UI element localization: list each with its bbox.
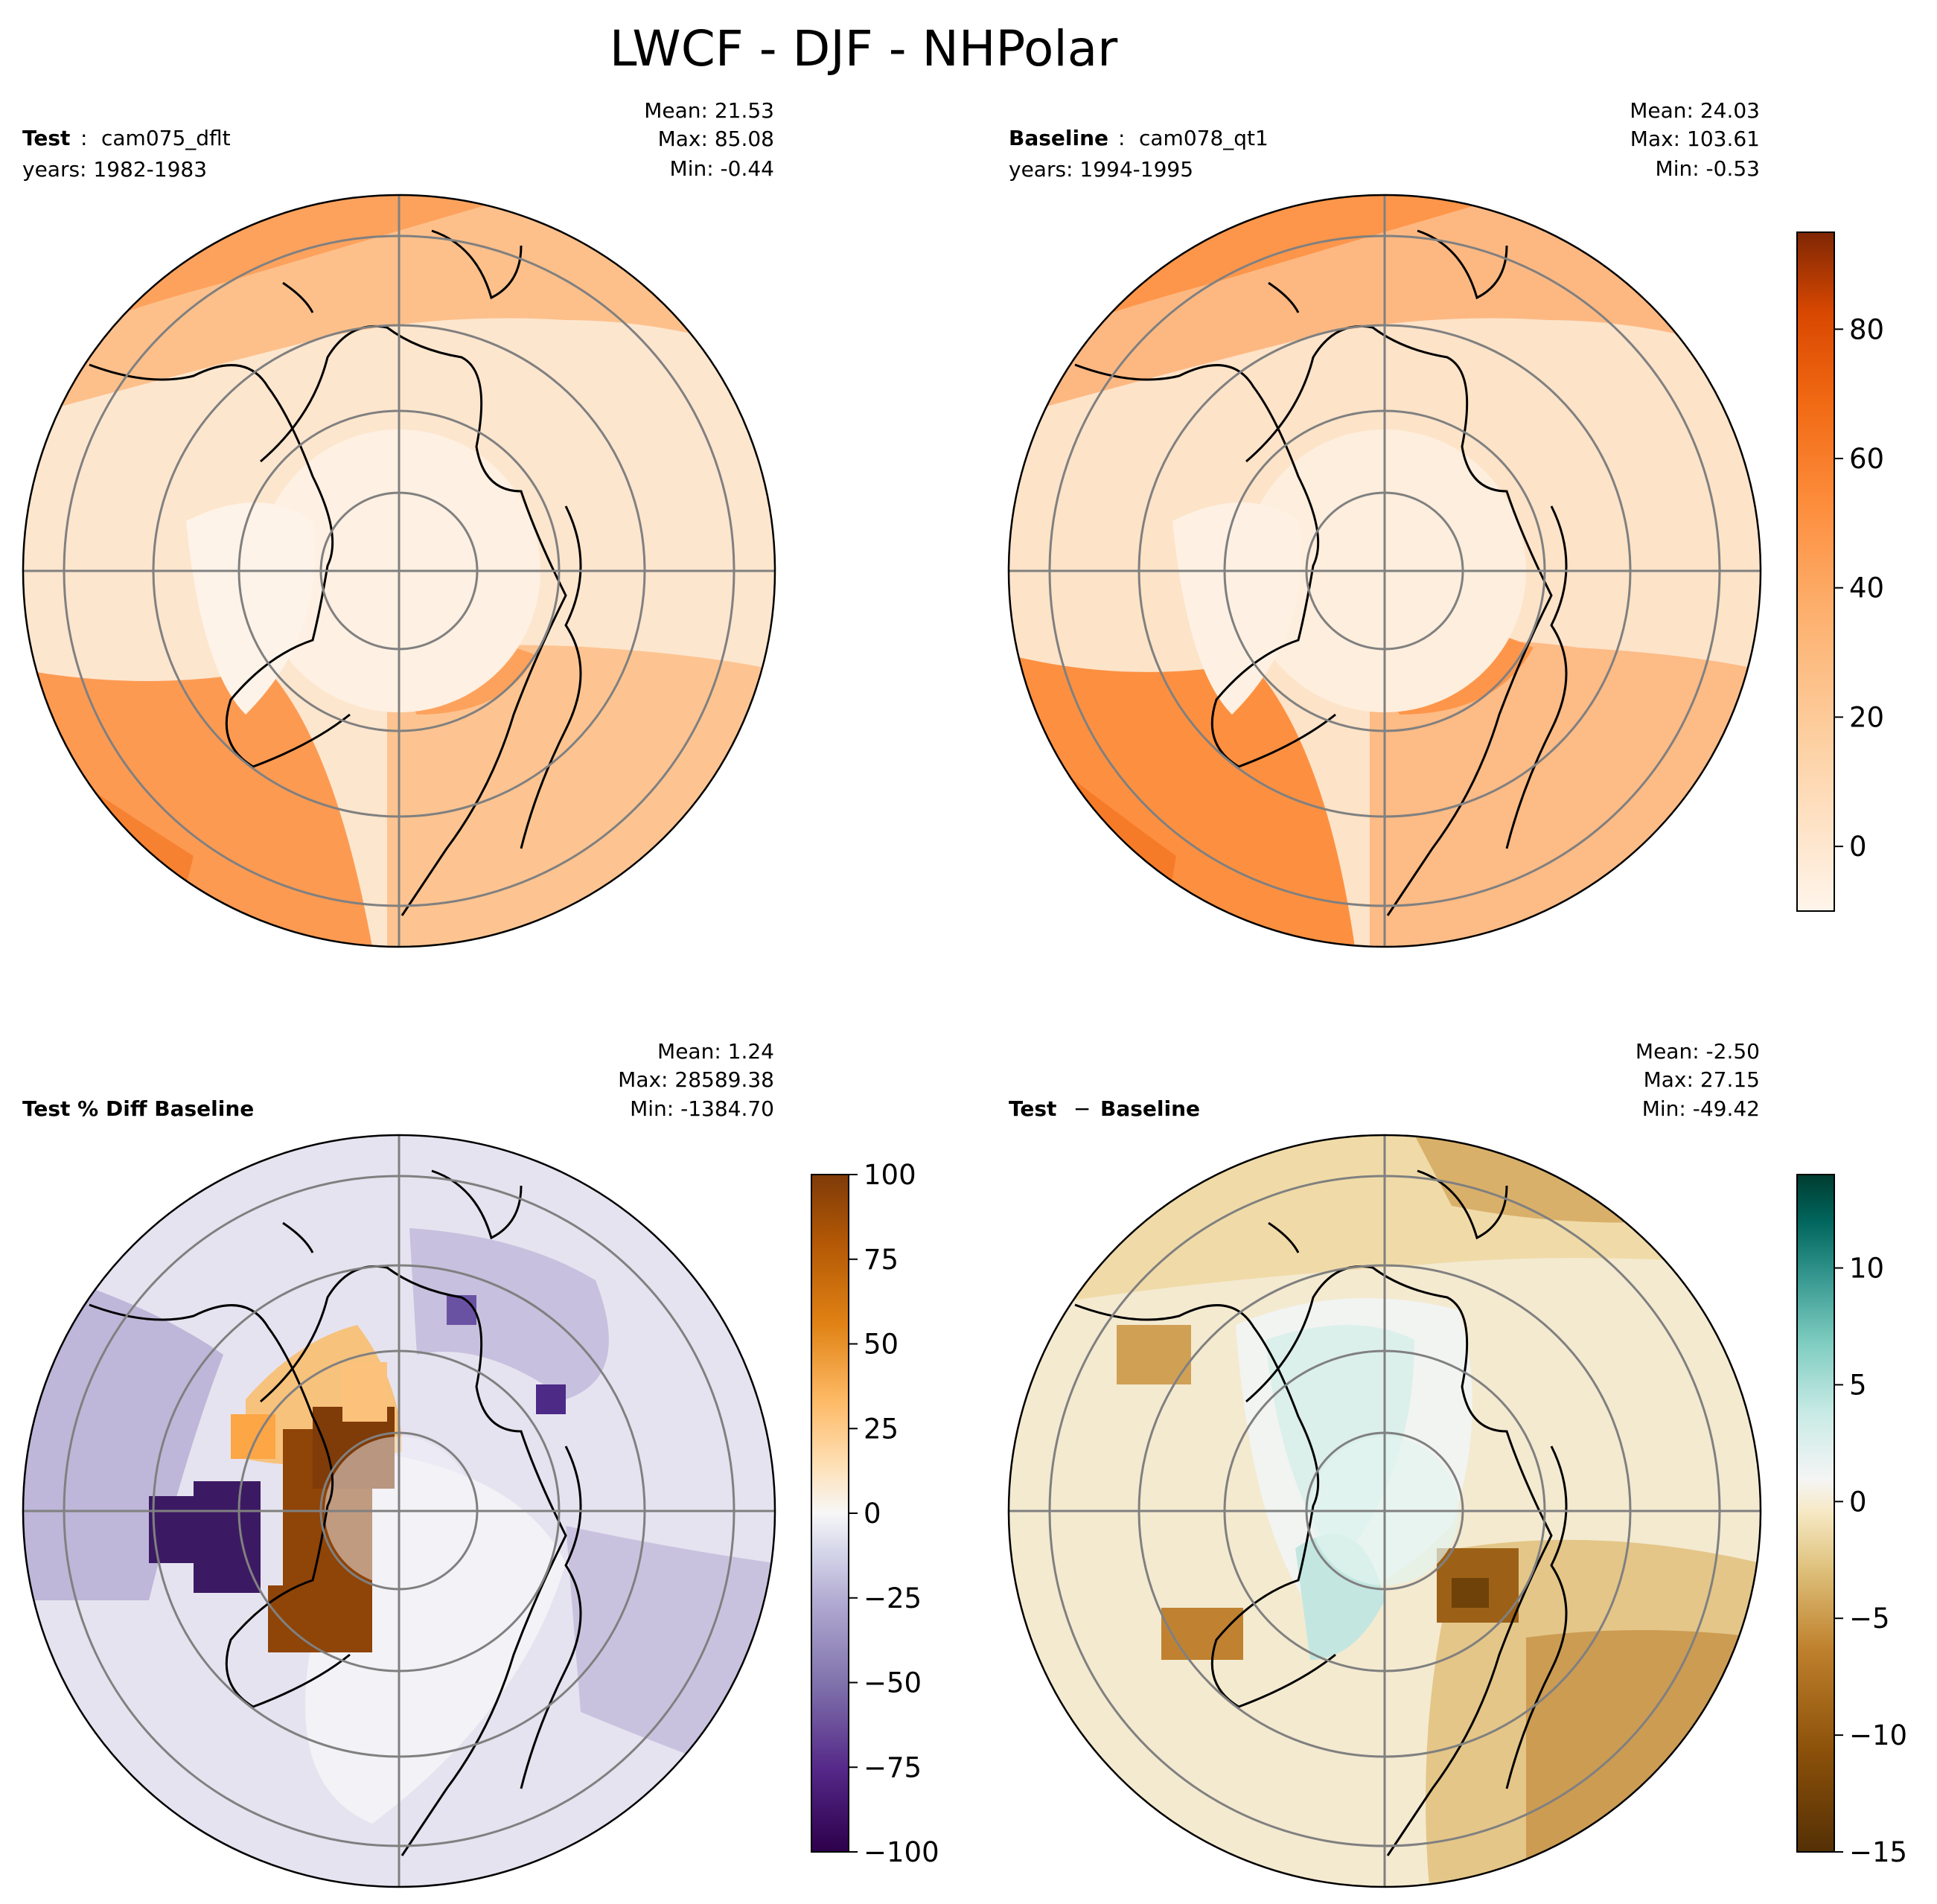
- panel-diff-gridlines: [1009, 1135, 1761, 1887]
- panel-baseline-years: years: 1994-1995: [1009, 157, 1193, 182]
- figure-title: LWCF - DJF - NHPolar: [610, 20, 1118, 77]
- colorbar-oranges-tick-label: 60: [1849, 443, 1884, 475]
- panel-test: Test : cam075_dflt years: 1982-1983 Mean…: [22, 98, 776, 948]
- panel-pct-diff-label: Test % Diff Baseline: [22, 1096, 254, 1121]
- colorbar-puor-tick-label: −100: [864, 1836, 939, 1868]
- colorbar-brbg: 10 5 0 −5 −10 −15: [1796, 1174, 1907, 1868]
- panel-test-mean: Mean: 21.53: [644, 98, 774, 123]
- panel-diff-label: Test: [1009, 1096, 1056, 1121]
- panel-diff-case: Baseline: [1100, 1096, 1200, 1121]
- colorbar-puor: 100 75 50 25 0 −25 −50 −75 −100: [811, 1159, 939, 1868]
- colorbar-puor-tick-label: 75: [864, 1244, 899, 1276]
- panel-pct-diff-frame: [22, 1134, 776, 1888]
- panel-pct-diff: Test % Diff Baseline Mean: 1.24 Max: 285…: [22, 1039, 939, 1888]
- colorbar-puor-tick-label: 100: [864, 1159, 916, 1191]
- panel-diff-max: Max: 27.15: [1644, 1067, 1760, 1092]
- colorbar-brbg-tick-label: 0: [1849, 1486, 1867, 1518]
- colorbar-puor-tick-label: 50: [864, 1329, 899, 1361]
- colorbar-puor-tick-label: −75: [864, 1751, 922, 1783]
- panel-test-case: cam075_dflt: [101, 126, 231, 150]
- panel-baseline-case: cam078_qt1: [1139, 126, 1269, 150]
- colorbar-puor-tick-label: 25: [864, 1413, 899, 1445]
- colorbar-oranges-tick-label: 0: [1849, 831, 1867, 863]
- colorbar-oranges-tick-label: 40: [1849, 572, 1884, 604]
- panel-pct-diff-mean: Mean: 1.24: [657, 1039, 774, 1064]
- panel-baseline-max: Max: 103.61: [1630, 127, 1760, 151]
- panel-baseline-min: Min: -0.53: [1656, 156, 1760, 181]
- panel-test-frame: [22, 194, 776, 948]
- panel-pct-diff-max: Max: 28589.38: [618, 1067, 774, 1092]
- panel-pct-diff-min: Min: -1384.70: [630, 1096, 774, 1121]
- panel-diff-coastlines: [1074, 1169, 1568, 1856]
- panel-test-sep: :: [80, 126, 87, 150]
- panel-baseline-coastlines: [1074, 229, 1568, 916]
- panel-pct-diff-gridlines: [23, 1135, 775, 1887]
- panel-test-coastlines: [89, 229, 582, 916]
- panel-test-min: Min: -0.44: [670, 156, 774, 181]
- panel-diff-frame: [1007, 1134, 1762, 1888]
- panel-diff-min: Min: -49.42: [1642, 1096, 1760, 1121]
- colorbar-oranges-tick-label: 80: [1849, 313, 1884, 345]
- panel-diff: Test − Baseline Mean: -2.50 Max: 27.15 M…: [1007, 1039, 1907, 1888]
- panel-diff-sep: −: [1067, 1096, 1097, 1121]
- panel-baseline-gridlines: [1009, 195, 1761, 947]
- panel-test-gridlines: [23, 195, 775, 947]
- panel-baseline-frame: [1007, 194, 1762, 948]
- colorbar-brbg-tick-label: 5: [1849, 1369, 1867, 1401]
- panel-test-max: Max: 85.08: [658, 127, 774, 151]
- panel-diff-mean: Mean: -2.50: [1636, 1039, 1760, 1064]
- panel-baseline-sep: :: [1118, 126, 1125, 150]
- colorbar-brbg-tick-label: −10: [1849, 1719, 1907, 1751]
- panel-test-years: years: 1982-1983: [22, 157, 207, 182]
- panel-baseline-label: Baseline: [1009, 126, 1108, 150]
- colorbar-puor-tick-label: −25: [864, 1582, 922, 1614]
- panel-baseline-mean: Mean: 24.03: [1630, 98, 1760, 123]
- colorbar-puor-tick-label: 0: [864, 1498, 881, 1530]
- colorbar-oranges: 0 20 40 60 80: [1796, 231, 1884, 912]
- colorbar-oranges-tick-label: 20: [1849, 701, 1884, 733]
- panel-pct-diff-coastlines: [89, 1169, 582, 1856]
- colorbar-brbg-tick-label: 10: [1849, 1253, 1884, 1285]
- panel-test-label: Test: [22, 126, 70, 150]
- colorbar-brbg-tick-label: −5: [1849, 1603, 1890, 1635]
- colorbar-brbg-tick-label: −15: [1849, 1836, 1907, 1868]
- panel-baseline: Baseline : cam078_qt1 years: 1994-1995 M…: [1007, 98, 1884, 948]
- colorbar-puor-tick-label: −50: [864, 1667, 922, 1699]
